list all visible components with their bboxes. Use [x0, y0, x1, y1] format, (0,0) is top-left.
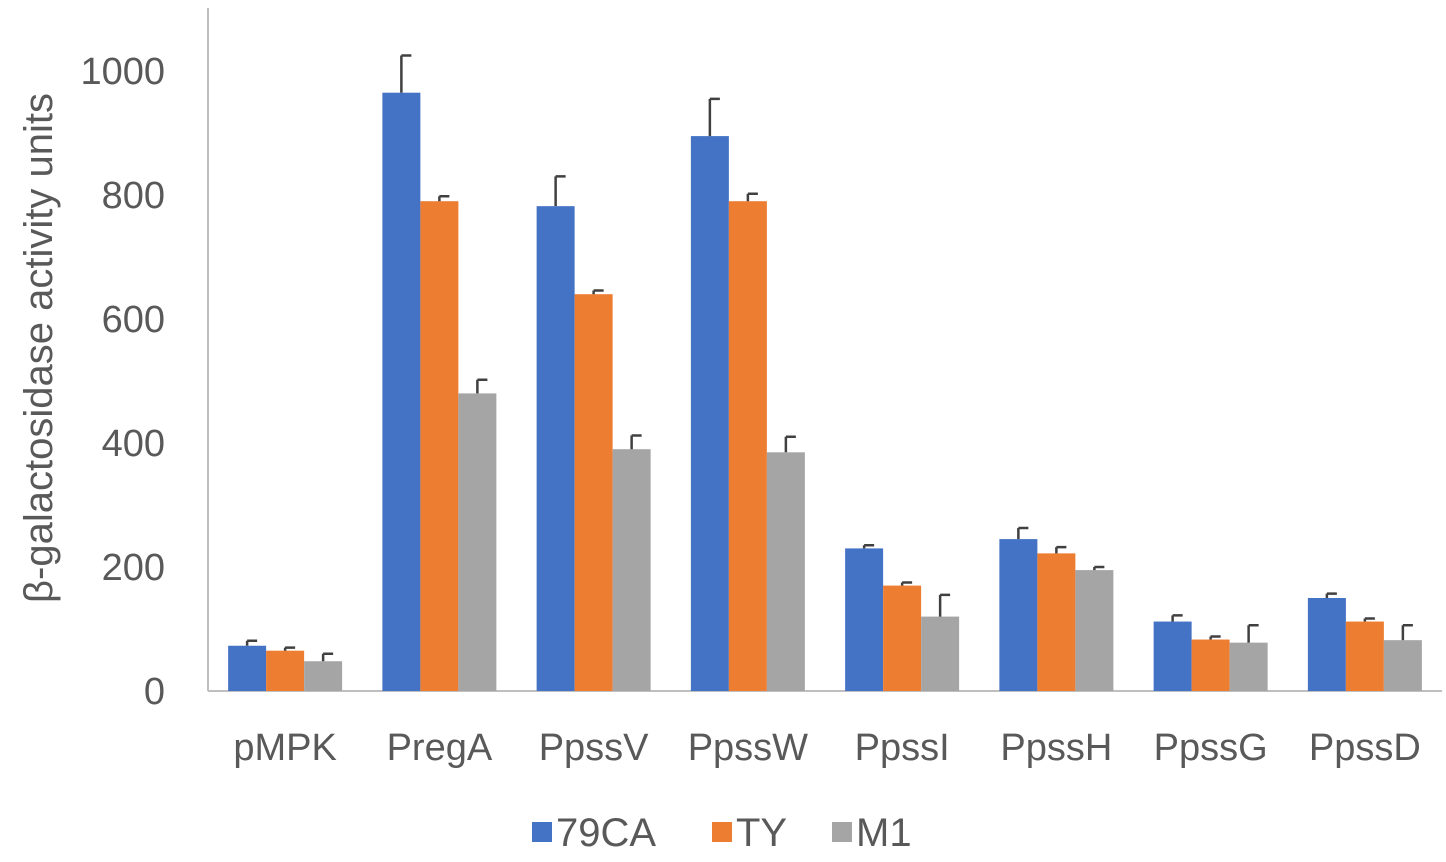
bar-ty-ppssd [1345, 621, 1384, 691]
bar-m1-pmpk [304, 661, 343, 691]
legend: 79CA TY M1 [532, 811, 912, 855]
bar-79ca-ppssw [690, 136, 729, 692]
y-tick-label: 800 [102, 175, 165, 217]
y-tick-labels: 0 200 400 600 800 1000 [80, 51, 165, 713]
error-bar-79ca-prega [400, 54, 412, 93]
bar-m1-ppssg [1229, 642, 1268, 691]
error-bar-m1-ppssw [784, 435, 796, 453]
y-tick-label: 400 [102, 423, 165, 465]
error-bar-m1-ppssg [1247, 624, 1259, 643]
x-tick-label: PpssV [539, 727, 649, 769]
error-bar-m1-ppssh [1093, 565, 1105, 571]
x-tick-label: PpssG [1154, 727, 1268, 769]
legend-swatch-ty [712, 822, 732, 842]
error-bar-79ca-ppssv [554, 175, 566, 207]
bar-ty-ppssi [883, 585, 922, 691]
bar-ty-ppssv [574, 294, 613, 691]
error-bar-m1-ppssd [1401, 624, 1413, 641]
bar-ty-ppssg [1191, 639, 1230, 691]
error-bar-ty-ppssg [1209, 635, 1221, 640]
error-bar-ty-ppssd [1363, 617, 1375, 622]
error-bar-ty-ppssv [592, 289, 604, 295]
x-tick-label: PregA [387, 727, 493, 769]
bar-m1-ppssv [612, 449, 651, 691]
x-tick-labels: pMPK PregA PpssV PpssW PpssI PpssH PpssG PpssD [233, 727, 1420, 769]
error-bar-79ca-ppssg [1171, 614, 1183, 622]
error-bars [245, 54, 1413, 662]
bar-ty-prega [420, 201, 459, 691]
y-tick-label: 0 [144, 671, 165, 713]
bar-m1-ppssi [921, 616, 960, 691]
error-bar-m1-prega [476, 378, 488, 394]
y-tick-label: 1000 [80, 51, 165, 93]
bar-m1-ppssd [1383, 640, 1422, 691]
error-bar-ty-pmpk [283, 646, 296, 651]
legend-swatch-m1 [832, 822, 852, 842]
legend-label-ty: TY [736, 811, 787, 855]
error-bar-m1-ppssv [630, 434, 642, 450]
x-tick-label: PpssD [1309, 727, 1421, 769]
error-bar-ty-prega [438, 194, 450, 202]
error-bar-ty-ppssh [1055, 545, 1067, 554]
legend-label-79ca: 79CA [556, 811, 656, 855]
error-bar-ty-ppssw [746, 192, 758, 202]
x-tick-label: PpssI [855, 727, 950, 769]
error-bar-79ca-ppssi [862, 544, 875, 549]
x-tick-label: PpssW [688, 727, 808, 769]
error-bar-79ca-ppssh [1017, 526, 1029, 540]
error-bar-ty-ppssi [900, 581, 913, 586]
bar-ty-ppssw [728, 201, 767, 691]
error-bar-79ca-pmpk [245, 639, 258, 646]
error-bar-m1-ppssi [938, 593, 951, 617]
bar-m1-prega [458, 393, 497, 691]
bar-79ca-ppssh [999, 539, 1038, 691]
bar-m1-ppssh [1075, 570, 1114, 691]
y-tick-label: 200 [102, 547, 165, 589]
error-bar-m1-pmpk [321, 652, 334, 662]
bar-79ca-ppssi [845, 548, 884, 691]
bar-ty-ppssh [1037, 553, 1076, 691]
bar-79ca-prega [382, 92, 421, 691]
bars [228, 92, 1422, 692]
y-tick-label: 600 [102, 299, 165, 341]
x-tick-label: pMPK [233, 727, 336, 769]
y-axis-title: β-galactosidase activity units [17, 93, 61, 603]
legend-swatch-79ca [532, 822, 552, 842]
x-tick-label: PpssH [1000, 727, 1112, 769]
error-bar-79ca-ppssd [1325, 592, 1337, 598]
error-bar-79ca-ppssw [708, 97, 720, 137]
bar-ty-pmpk [266, 650, 305, 691]
bar-79ca-ppssd [1307, 598, 1346, 691]
bar-79ca-ppssg [1153, 621, 1192, 691]
bar-79ca-pmpk [228, 645, 267, 691]
bar-79ca-ppssv [536, 206, 575, 691]
legend-label-m1: M1 [856, 811, 912, 855]
bar-m1-ppssw [766, 452, 805, 691]
